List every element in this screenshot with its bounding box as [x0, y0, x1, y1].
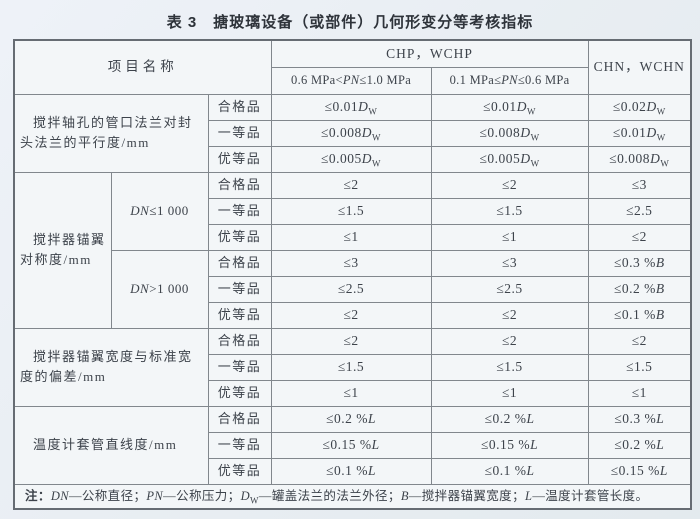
value-cell: ≤2	[430, 301, 589, 329]
value-cell: ≤1	[270, 379, 432, 407]
value-cell: ≤2	[587, 223, 692, 251]
spec-table: 项目名称 CHP，WCHP CHN，WCHN 0.6 MPa<PN≤1.0 MP…	[13, 39, 693, 510]
section-width-deviation-name: 搅拌器锚翼宽度与标准宽度的偏差/mm	[13, 327, 209, 407]
grade-cell: 优等品	[207, 379, 272, 407]
grade-cell: 合格品	[207, 249, 272, 277]
header-pn-range-low: 0.1 MPa≤PN≤0.6 MPa	[430, 66, 589, 95]
value-cell: ≤0.1 %L	[430, 457, 589, 485]
table-row: 优等品 ≤1 ≤1 ≤1	[14, 379, 692, 407]
value-cell: ≤1.5	[270, 353, 432, 381]
table-row: 搅拌器锚翼对称度/mm DN≤1 000 合格品 ≤2 ≤2 ≤3	[13, 171, 692, 329]
table-footnote: 注：DN—公称直径；PN—公称压力；DW—罐盖法兰的法兰外径；B—搅拌器锚翼宽度…	[13, 483, 692, 510]
header-pn-range-high: 0.6 MPa<PN≤1.0 MPa	[270, 66, 432, 95]
section-straightness-name: 温度计套管直线度/mm	[13, 405, 209, 485]
condition-dn-le-1000: DN≤1 000	[110, 171, 209, 251]
value-cell: ≤0.15 %L	[270, 431, 432, 459]
value-cell: ≤2	[270, 301, 432, 329]
grade-cell: 一等品	[207, 353, 272, 381]
grade-cell: 优等品	[207, 301, 272, 329]
table-row: 优等品 ≤0.005DW ≤0.005DW ≤0.008DW	[14, 145, 692, 173]
table-row: 优等品 ≤2 ≤2 ≤0.1 %B	[14, 301, 692, 329]
grade-cell: 一等品	[207, 197, 272, 225]
value-cell: ≤0.2 %L	[430, 405, 589, 433]
value-cell: ≤0.008DW	[587, 145, 692, 173]
section-parallelism-name: 搅拌轴孔的管口法兰对封头法兰的平行度/mm	[13, 93, 209, 173]
value-cell: ≤0.01DW	[587, 119, 692, 147]
value-cell: ≤0.15 %L	[430, 431, 589, 459]
value-cell: ≤2	[270, 171, 432, 199]
grade-cell: 合格品	[207, 405, 272, 433]
value-cell: ≤0.3 %B	[587, 249, 692, 277]
value-cell: ≤0.005DW	[430, 145, 589, 173]
value-cell: ≤2	[587, 327, 692, 355]
table-row: 温度计套管直线度/mm 合格品 ≤0.2 %L ≤0.2 %L ≤0.3 %L	[13, 405, 692, 485]
grade-cell: 一等品	[207, 431, 272, 459]
value-cell: ≤0.1 %L	[270, 457, 432, 485]
value-cell: ≤0.15 %L	[587, 457, 692, 485]
condition-dn-gt-1000: DN>1 000	[110, 249, 209, 329]
value-cell: ≤1.5	[587, 353, 692, 381]
value-cell: ≤2.5	[270, 275, 432, 303]
grade-cell: 合格品	[207, 171, 272, 199]
value-cell: ≤0.008DW	[270, 119, 432, 147]
table-row: 优等品 ≤0.1 %L ≤0.1 %L ≤0.15 %L	[14, 457, 692, 485]
table-row: 优等品 ≤1 ≤1 ≤2	[14, 223, 692, 251]
value-cell: ≤0.2 %L	[587, 431, 692, 459]
value-cell: ≤1	[430, 379, 589, 407]
value-cell: ≤2	[270, 327, 432, 355]
value-cell: ≤2.5	[587, 197, 692, 225]
value-cell: ≤2	[430, 171, 589, 199]
header-chn-wchn: CHN，WCHN	[587, 39, 692, 95]
table-title: 表 3 搪玻璃设备（或部件）几何形变分等考核指标	[166, 14, 534, 31]
value-cell: ≤0.008DW	[430, 119, 589, 147]
value-cell: ≤0.1 %B	[587, 301, 692, 329]
value-cell: ≤0.2 %B	[587, 275, 692, 303]
grade-cell: 优等品	[207, 457, 272, 485]
value-cell: ≤0.2 %L	[270, 405, 432, 433]
value-cell: ≤0.005DW	[270, 145, 432, 173]
value-cell: ≤1	[587, 379, 692, 407]
grade-cell: 合格品	[207, 327, 272, 355]
table-row: 一等品 ≤0.15 %L ≤0.15 %L ≤0.2 %L	[14, 431, 692, 459]
value-cell: ≤1.5	[430, 197, 589, 225]
grade-cell: 合格品	[207, 93, 272, 121]
value-cell: ≤3	[587, 171, 692, 199]
value-cell: ≤0.01DW	[430, 93, 589, 121]
value-cell: ≤1.5	[430, 353, 589, 381]
grade-cell: 一等品	[207, 275, 272, 303]
grade-cell: 一等品	[207, 119, 272, 147]
value-cell: ≤2.5	[430, 275, 589, 303]
value-cell: ≤3	[430, 249, 589, 277]
table-row: 搅拌轴孔的管口法兰对封头法兰的平行度/mm 合格品 ≤0.01DW ≤0.01D…	[13, 93, 692, 173]
value-cell: ≤2	[430, 327, 589, 355]
note-row: 注：DN—公称直径；PN—公称压力；DW—罐盖法兰的法兰外径；B—搅拌器锚翼宽度…	[13, 483, 692, 510]
header-chp-wchp: CHP，WCHP	[270, 39, 589, 68]
value-cell: ≤1.5	[270, 197, 432, 225]
table-row: DN>1 000 合格品 ≤3 ≤3 ≤0.3 %B	[14, 249, 692, 329]
header-project-name: 项目名称	[13, 39, 272, 95]
value-cell: ≤1	[270, 223, 432, 251]
section-symmetry-name: 搅拌器锚翼对称度/mm	[13, 171, 112, 329]
table-row: 搅拌器锚翼宽度与标准宽度的偏差/mm 合格品 ≤2 ≤2 ≤2	[13, 327, 692, 407]
value-cell: ≤3	[270, 249, 432, 277]
grade-cell: 优等品	[207, 145, 272, 173]
value-cell: ≤0.01DW	[270, 93, 432, 121]
grade-cell: 优等品	[207, 223, 272, 251]
value-cell: ≤0.3 %L	[587, 405, 692, 433]
value-cell: ≤0.02DW	[587, 93, 692, 121]
header-row-1: 项目名称 CHP，WCHP CHN，WCHN	[13, 39, 692, 95]
value-cell: ≤1	[430, 223, 589, 251]
